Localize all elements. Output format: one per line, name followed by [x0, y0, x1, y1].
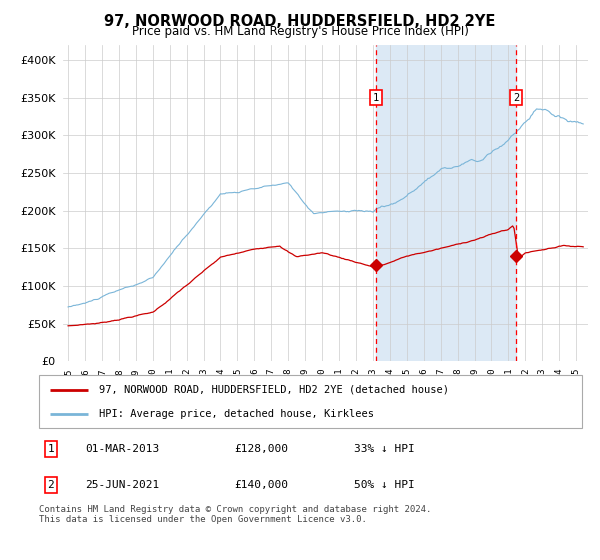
Text: 33% ↓ HPI: 33% ↓ HPI [354, 444, 415, 454]
Text: 1: 1 [373, 92, 379, 102]
Text: 01-MAR-2013: 01-MAR-2013 [85, 444, 160, 454]
Text: 50% ↓ HPI: 50% ↓ HPI [354, 480, 415, 490]
Text: 2: 2 [47, 480, 55, 490]
Text: 25-JUN-2021: 25-JUN-2021 [85, 480, 160, 490]
Text: 2: 2 [513, 92, 520, 102]
Text: Price paid vs. HM Land Registry's House Price Index (HPI): Price paid vs. HM Land Registry's House … [131, 25, 469, 38]
Text: 1: 1 [47, 444, 55, 454]
Text: 97, NORWOOD ROAD, HUDDERSFIELD, HD2 2YE: 97, NORWOOD ROAD, HUDDERSFIELD, HD2 2YE [104, 14, 496, 29]
Text: Contains HM Land Registry data © Crown copyright and database right 2024.
This d: Contains HM Land Registry data © Crown c… [39, 505, 431, 524]
Bar [376, 45, 516, 361]
Text: £128,000: £128,000 [235, 444, 289, 454]
Text: £140,000: £140,000 [235, 480, 289, 490]
Text: 97, NORWOOD ROAD, HUDDERSFIELD, HD2 2YE (detached house): 97, NORWOOD ROAD, HUDDERSFIELD, HD2 2YE … [99, 385, 449, 395]
Text: HPI: Average price, detached house, Kirklees: HPI: Average price, detached house, Kirk… [99, 409, 374, 419]
